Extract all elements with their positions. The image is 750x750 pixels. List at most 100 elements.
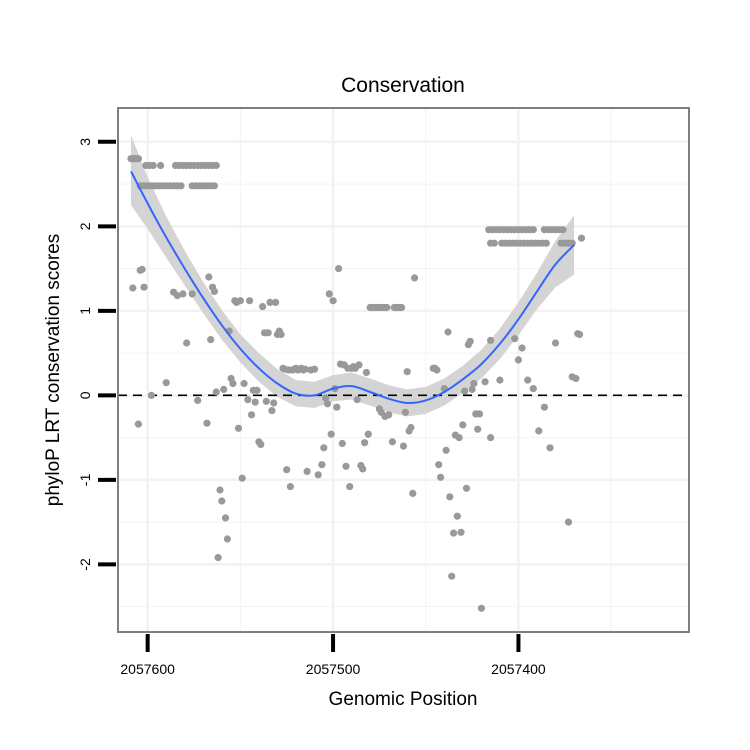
data-point	[572, 374, 580, 383]
data-point	[253, 386, 261, 394]
data-point	[496, 376, 504, 384]
data-point	[322, 394, 330, 402]
data-point	[129, 284, 137, 292]
data-point	[490, 239, 498, 247]
data-point	[240, 379, 248, 388]
data-point	[411, 274, 419, 282]
data-point	[320, 444, 328, 452]
data-point	[362, 368, 370, 377]
data-point	[173, 292, 181, 300]
data-point	[236, 297, 244, 305]
chart-title: Conservation	[341, 74, 465, 97]
data-point	[229, 379, 237, 388]
data-point	[342, 462, 350, 470]
y-tick-label: 3	[77, 138, 93, 146]
data-point	[329, 297, 337, 305]
data-point	[487, 336, 495, 344]
plot-panel	[117, 107, 690, 633]
data-point	[210, 182, 218, 190]
data-point	[361, 439, 369, 447]
data-point	[466, 337, 474, 345]
data-point	[246, 297, 254, 305]
data-point	[459, 421, 467, 429]
data-point	[212, 388, 220, 396]
data-point	[238, 474, 246, 482]
data-point	[551, 339, 560, 347]
data-point	[364, 430, 372, 438]
x-axis-label: Genomic Position	[329, 689, 478, 710]
data-point	[529, 226, 537, 234]
data-point	[205, 273, 213, 281]
data-point	[383, 303, 391, 312]
data-point	[134, 420, 142, 428]
data-point	[218, 497, 226, 505]
data-point	[310, 365, 319, 373]
data-point	[301, 365, 309, 373]
data-point	[314, 471, 322, 479]
y-axis: -2 -1 0 1 2 3	[77, 138, 116, 571]
data-point	[403, 368, 411, 376]
data-point	[216, 486, 224, 494]
data-point	[355, 361, 363, 369]
data-point	[214, 554, 222, 562]
data-point	[477, 604, 485, 612]
data-point	[457, 528, 465, 536]
y-tick-label: 0	[77, 391, 93, 399]
data-point	[268, 407, 276, 415]
data-point	[453, 512, 461, 520]
data-point	[468, 385, 476, 393]
data-point	[162, 379, 170, 387]
y-tick-label: -1	[77, 473, 93, 486]
data-point	[475, 410, 484, 418]
data-point	[542, 239, 550, 247]
data-point	[223, 535, 231, 543]
data-point	[409, 489, 417, 497]
data-point	[385, 411, 393, 419]
data-point	[335, 265, 343, 273]
data-point	[259, 303, 267, 311]
data-point	[481, 378, 489, 386]
data-point	[470, 379, 478, 388]
data-point	[353, 396, 361, 404]
data-point	[203, 419, 211, 427]
data-point	[450, 529, 458, 537]
data-point	[487, 434, 495, 442]
data-point	[266, 298, 274, 306]
data-point	[210, 287, 218, 295]
data-point	[220, 385, 228, 393]
data-point	[277, 330, 285, 339]
data-point	[147, 391, 155, 399]
data-point	[398, 303, 406, 312]
data-point	[188, 290, 196, 298]
x-tick-label: 2057600	[120, 661, 175, 677]
data-point	[283, 466, 291, 474]
data-point	[388, 438, 396, 446]
data-point	[514, 356, 523, 364]
data-point	[540, 403, 549, 411]
data-point	[338, 439, 346, 448]
data-point	[207, 336, 215, 344]
x-tick-label: 2057400	[491, 661, 546, 677]
data-point	[327, 430, 335, 438]
data-point	[179, 290, 187, 298]
data-point	[462, 484, 471, 492]
data-point	[264, 329, 272, 337]
confidence-band	[131, 135, 575, 417]
data-point	[183, 339, 191, 347]
data-point	[535, 427, 543, 435]
data-point	[435, 461, 443, 469]
x-tick-label: 2057500	[306, 661, 361, 677]
data-point	[437, 473, 445, 481]
data-point	[194, 396, 202, 404]
panel-border	[117, 107, 690, 633]
data-point	[134, 155, 142, 163]
data-point	[303, 467, 311, 475]
data-point	[518, 344, 526, 352]
data-point	[455, 434, 463, 442]
data-point	[157, 161, 165, 170]
y-tick-label: -2	[77, 558, 93, 571]
data-point	[138, 265, 146, 273]
y-tick-label: 2	[77, 222, 93, 230]
data-point	[577, 234, 586, 242]
